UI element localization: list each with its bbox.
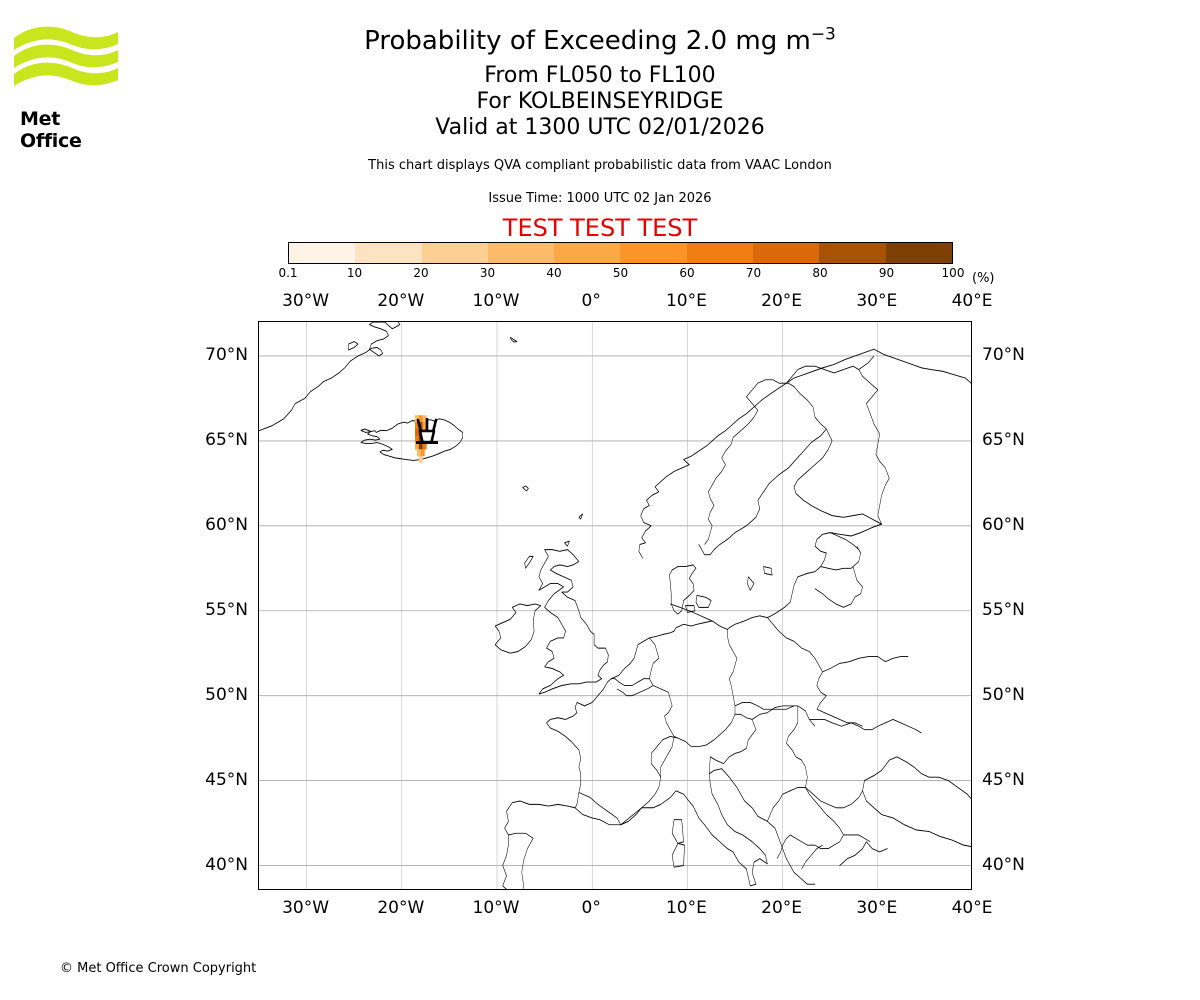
lat-label-right-4: 50°N xyxy=(982,684,1025,705)
colorbar-unit-label: (%) xyxy=(972,271,995,286)
copyright-notice: © Met Office Crown Copyright xyxy=(60,961,257,976)
probability-cell xyxy=(415,442,420,450)
volcano-subtitle: For KOLBEINSEYRIDGE xyxy=(476,89,724,114)
colorbar-segment-3 xyxy=(487,243,555,263)
lon-label-bottom-3: 0° xyxy=(581,898,601,918)
colorbar-tick-20: 20 xyxy=(413,266,429,280)
colorbar-segment-0 xyxy=(289,243,356,263)
probability-cell xyxy=(415,428,420,436)
volcano-icon xyxy=(416,418,438,444)
colorbar-segment-4 xyxy=(554,243,621,263)
probability-cell xyxy=(418,415,423,423)
lat-label-right-1: 65°N xyxy=(982,429,1025,450)
lat-label-right-3: 55°N xyxy=(982,599,1025,620)
met-office-logo: Met Office xyxy=(10,20,122,152)
lat-label-left-3: 55°N xyxy=(205,599,248,620)
lon-label-bottom-0: 30°W xyxy=(282,898,330,918)
probability-cell xyxy=(415,422,420,430)
page-title-text: Probability of Exceeding 2.0 mg m xyxy=(364,26,811,56)
lat-label-right-6: 40°N xyxy=(982,854,1025,875)
colorbar-tick-90: 90 xyxy=(878,266,895,280)
lon-label-bottom-1: 20°W xyxy=(377,898,425,918)
probability-cell xyxy=(418,456,423,464)
lon-label-top-3: 0° xyxy=(581,291,601,311)
flight-level-subtitle: From FL050 to FL100 xyxy=(484,63,716,88)
lat-label-right-5: 45°N xyxy=(982,769,1025,790)
probability-cell xyxy=(422,415,427,423)
country-borders xyxy=(508,355,922,889)
colorbar-tick-50: 50 xyxy=(612,266,629,280)
lon-label-bottom-6: 30°E xyxy=(856,898,898,918)
colorbar-segment-2 xyxy=(421,243,488,263)
map-gridlines xyxy=(259,322,971,889)
met-office-wordmark: Met Office xyxy=(20,108,82,152)
colorbar-tick-30: 30 xyxy=(479,266,496,280)
lon-label-top-1: 20°W xyxy=(377,291,425,311)
map-panel[interactable] xyxy=(258,321,972,890)
lon-label-top-7: 40°E xyxy=(951,291,993,311)
page-title: Probability of Exceeding 2.0 mg m−3 xyxy=(0,25,1200,57)
issue-time: Issue Time: 1000 UTC 02 Jan 2026 xyxy=(488,191,712,206)
lat-label-left-5: 45°N xyxy=(205,769,248,790)
lat-label-right-2: 60°N xyxy=(982,514,1025,535)
probability-cell xyxy=(415,435,420,443)
colorbar-segment-6 xyxy=(686,243,754,263)
colorbar-segment-1 xyxy=(355,243,422,263)
lat-label-left-1: 65°N xyxy=(205,429,248,450)
colorbar-segment-8 xyxy=(819,243,886,263)
colorbar-tick-40: 40 xyxy=(546,266,562,280)
lat-label-left-2: 60°N xyxy=(205,514,248,535)
probability-cell xyxy=(420,449,425,457)
colorbar-segment-9 xyxy=(885,243,952,263)
lat-label-left-0: 70°N xyxy=(205,344,248,365)
colorbar-tick-80: 80 xyxy=(812,266,828,280)
probability-cell xyxy=(415,415,420,423)
lon-label-top-5: 20°E xyxy=(761,291,803,311)
lon-label-bottom-7: 40°E xyxy=(951,898,993,918)
colorbar-segment-5 xyxy=(620,243,687,263)
lon-label-bottom-2: 10°W xyxy=(472,898,520,918)
probability-cell xyxy=(422,422,427,430)
lat-label-right-0: 70°N xyxy=(982,344,1025,365)
map-canvas xyxy=(259,322,971,889)
qva-note: This chart displays QVA compliant probab… xyxy=(368,158,832,173)
probability-cell xyxy=(422,442,427,450)
colorbar-tick-labels: 0.1 10 20 30 40 50 60 70 80 90 100 xyxy=(0,266,1200,282)
probability-cell xyxy=(418,442,423,450)
colorbar-tick-100: 100 xyxy=(941,266,965,280)
colorbar-tick-60: 60 xyxy=(679,266,695,280)
lon-label-top-2: 10°W xyxy=(472,291,520,311)
colorbar-tick-70: 70 xyxy=(745,266,762,280)
probability-cell xyxy=(418,422,423,430)
colorbar-tick-0.1: 0.1 xyxy=(278,266,298,280)
lat-label-left-6: 40°N xyxy=(205,854,248,875)
lon-label-top-4: 10°E xyxy=(665,291,707,311)
probability-colorbar xyxy=(288,242,953,264)
colorbar-segment-7 xyxy=(753,243,820,263)
colorbar-tick-10: 10 xyxy=(346,266,363,280)
lon-label-top-6: 30°E xyxy=(856,291,898,311)
lon-label-bottom-4: 10°E xyxy=(665,898,707,918)
lon-label-bottom-5: 20°E xyxy=(761,898,803,918)
probability-cell xyxy=(416,449,421,457)
map-coastlines xyxy=(259,322,971,889)
met-office-wave-mark xyxy=(14,26,118,86)
valid-time-subtitle: Valid at 1300 UTC 02/01/2026 xyxy=(435,115,765,140)
colorbar-gradient xyxy=(288,242,953,264)
page-title-exponent: −3 xyxy=(810,24,836,45)
test-banner: TEST TEST TEST xyxy=(502,214,698,242)
lat-label-left-4: 50°N xyxy=(205,684,248,705)
lon-label-top-0: 30°W xyxy=(282,291,330,311)
